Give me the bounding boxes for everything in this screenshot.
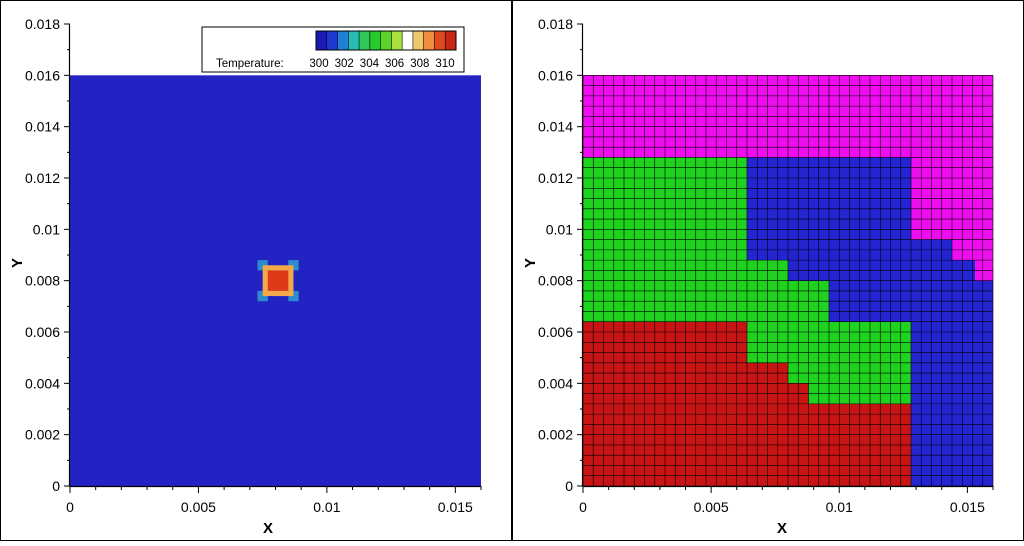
- colorbar-swatch: [423, 31, 435, 50]
- x-axis-label: X: [777, 520, 787, 537]
- legend-tick-label: 308: [410, 58, 429, 70]
- colorbar-swatch: [391, 31, 403, 50]
- temperature-panel: 0 0.002 0.004 0.006 0.008 0.01 0.012 0.014 0.016…: [9, 16, 482, 537]
- y-axis-label: Y: [9, 258, 26, 268]
- colorbar-swatch: [326, 31, 338, 50]
- legend-tick-label: 306: [385, 58, 404, 70]
- x-tick-label: 0.015: [950, 499, 985, 515]
- y-tick-label: 0.018: [25, 16, 60, 32]
- colorbar-swatch: [369, 31, 381, 50]
- colorbar-frame: [315, 30, 457, 51]
- x-tick-label: 0.005: [181, 499, 216, 515]
- y-tick-label: 0.002: [538, 427, 573, 443]
- y-tick-label: 0.016: [25, 67, 60, 83]
- x-tick-label: 0.01: [313, 499, 340, 515]
- x-tick-label: 0.01: [826, 499, 853, 515]
- y-tick-label: 0.012: [25, 170, 60, 186]
- decomposition-axes: 0 0.002 0.004 0.006 0.008 0.01 0.012 0.014 0.016…: [538, 16, 994, 515]
- colorbar: [315, 30, 457, 51]
- y-tick-label: 0.018: [538, 16, 573, 32]
- colorbar-swatch: [359, 31, 371, 50]
- x-axis-label: X: [263, 520, 273, 537]
- temperature-field: [70, 75, 481, 486]
- legend-tick-label: 302: [335, 58, 354, 70]
- colorbar-swatch: [380, 31, 392, 50]
- y-tick-label: 0.008: [25, 273, 60, 289]
- y-tick-label: 0.002: [25, 427, 60, 443]
- legend-title: Temperature:: [216, 58, 284, 70]
- colorbar-swatch: [445, 31, 457, 50]
- y-tick-label: 0.006: [25, 324, 60, 340]
- x-tick-label: 0.005: [694, 499, 729, 515]
- y-tick-label: 0: [565, 478, 573, 494]
- x-tick-label: 0: [579, 499, 587, 515]
- y-tick-label: 0.014: [25, 119, 60, 135]
- colorbar-swatch: [412, 31, 424, 50]
- decomposition-panel: 0 0.002 0.004 0.006 0.008 0.01 0.012 0.014 0.016…: [522, 16, 994, 537]
- y-tick-label: 0.004: [538, 375, 573, 391]
- legend-tick-label: 300: [309, 58, 328, 70]
- y-tick-label: 0.014: [538, 119, 573, 135]
- mesh-grid: [582, 75, 994, 487]
- x-tick-label: 0.015: [438, 499, 473, 515]
- x-tick-label: 0: [66, 499, 74, 515]
- colorbar-swatch: [337, 31, 349, 50]
- y-axis-label: Y: [522, 258, 539, 268]
- y-tick-label: 0: [52, 478, 60, 494]
- y-tick-label: 0.012: [538, 170, 573, 186]
- colorbar-swatch: [316, 31, 328, 50]
- colorbar-swatch: [434, 31, 446, 50]
- colorbar-swatch: [348, 31, 360, 50]
- y-tick-label: 0.01: [546, 221, 573, 237]
- legend-tick-labels: 300 302 304 306 308 310: [309, 58, 454, 70]
- hot-spot-core: [267, 270, 289, 291]
- y-tick-label: 0.01: [33, 221, 60, 237]
- y-tick-label: 0.016: [538, 67, 573, 83]
- legend-tick-label: 310: [435, 58, 454, 70]
- y-tick-label: 0.006: [538, 324, 573, 340]
- temperature-legend: Temperature: 300 302 304 306 308 310: [201, 26, 465, 73]
- y-tick-label: 0.004: [25, 375, 60, 391]
- colorbar-swatch: [402, 31, 414, 50]
- y-tick-label: 0.008: [538, 273, 573, 289]
- temperature-axes: 0 0.002 0.004 0.006 0.008 0.01 0.012 0.014 0.016…: [25, 16, 482, 515]
- legend-tick-label: 304: [360, 58, 380, 70]
